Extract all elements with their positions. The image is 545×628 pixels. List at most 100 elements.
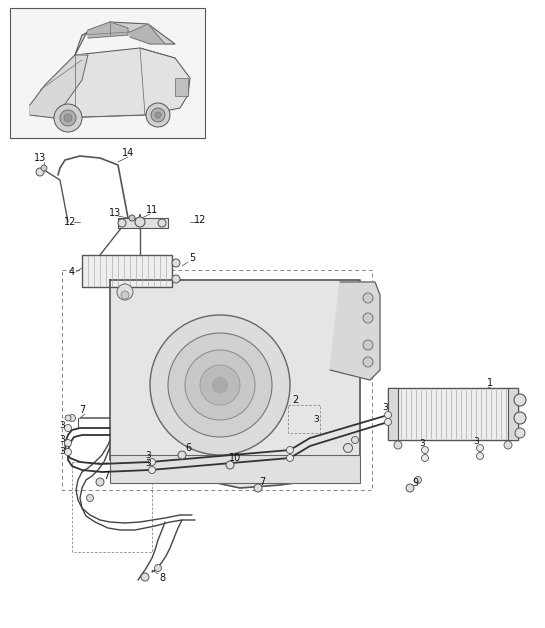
Circle shape <box>406 484 414 492</box>
Circle shape <box>64 448 71 455</box>
Circle shape <box>421 455 428 462</box>
Polygon shape <box>110 280 360 488</box>
Bar <box>288 405 320 433</box>
Text: 3: 3 <box>59 421 65 430</box>
Circle shape <box>172 259 180 267</box>
Text: 6: 6 <box>185 443 191 453</box>
Text: 11: 11 <box>146 205 158 215</box>
Circle shape <box>117 284 133 300</box>
Text: 3: 3 <box>145 452 151 460</box>
Text: 3: 3 <box>419 440 425 448</box>
Circle shape <box>363 340 373 350</box>
Polygon shape <box>30 48 190 118</box>
Polygon shape <box>75 22 175 55</box>
Circle shape <box>141 573 149 581</box>
Circle shape <box>148 467 155 474</box>
Circle shape <box>146 103 170 127</box>
Circle shape <box>504 441 512 449</box>
Circle shape <box>394 441 402 449</box>
Circle shape <box>65 415 71 421</box>
Circle shape <box>60 110 76 126</box>
Circle shape <box>415 477 421 484</box>
Circle shape <box>363 313 373 323</box>
Circle shape <box>69 414 76 421</box>
Text: 12: 12 <box>194 215 206 225</box>
Circle shape <box>421 447 428 453</box>
Text: 14: 14 <box>122 148 134 158</box>
Circle shape <box>121 291 129 299</box>
Bar <box>175 78 188 96</box>
Bar <box>82 255 172 287</box>
Polygon shape <box>88 22 128 38</box>
Circle shape <box>226 461 234 469</box>
Bar <box>118 218 168 228</box>
Circle shape <box>385 418 391 426</box>
Circle shape <box>185 350 255 420</box>
Circle shape <box>363 293 373 303</box>
Circle shape <box>514 412 526 424</box>
Text: 8: 8 <box>159 573 165 583</box>
Text: 7: 7 <box>259 477 265 487</box>
Circle shape <box>96 478 104 486</box>
Circle shape <box>514 394 526 406</box>
Text: 3: 3 <box>382 404 388 413</box>
Polygon shape <box>330 282 380 380</box>
Text: 1: 1 <box>487 378 493 388</box>
Bar <box>62 270 372 490</box>
Circle shape <box>118 219 126 227</box>
Circle shape <box>64 440 71 447</box>
Circle shape <box>385 411 391 418</box>
Circle shape <box>178 451 186 459</box>
Circle shape <box>135 217 145 227</box>
Bar <box>10 8 205 138</box>
Circle shape <box>64 114 72 122</box>
Circle shape <box>54 104 82 132</box>
Text: 4: 4 <box>69 267 75 277</box>
Text: 3: 3 <box>313 416 319 425</box>
Text: 3: 3 <box>59 448 65 457</box>
Text: 10: 10 <box>229 453 241 463</box>
Text: 7: 7 <box>79 405 85 415</box>
Text: 3: 3 <box>145 460 151 468</box>
Circle shape <box>41 165 47 171</box>
Circle shape <box>129 215 135 221</box>
Circle shape <box>343 443 353 453</box>
Circle shape <box>200 365 240 405</box>
Circle shape <box>87 494 94 502</box>
Bar <box>388 388 398 440</box>
Bar <box>508 388 518 440</box>
Circle shape <box>36 168 44 176</box>
Text: 12: 12 <box>64 217 76 227</box>
Text: 13: 13 <box>34 153 46 163</box>
Circle shape <box>172 275 180 283</box>
Circle shape <box>476 453 483 460</box>
Bar <box>72 462 152 552</box>
Circle shape <box>476 445 483 452</box>
Circle shape <box>352 436 359 443</box>
Polygon shape <box>30 55 88 118</box>
Circle shape <box>64 425 71 431</box>
Bar <box>388 388 518 440</box>
Circle shape <box>168 333 272 437</box>
Circle shape <box>154 565 161 571</box>
Circle shape <box>155 112 161 118</box>
Circle shape <box>363 357 373 367</box>
Text: 3: 3 <box>473 438 479 447</box>
Text: 2: 2 <box>292 395 298 405</box>
Circle shape <box>158 219 166 227</box>
Circle shape <box>254 484 262 492</box>
Circle shape <box>151 108 165 122</box>
Text: 3: 3 <box>59 435 65 445</box>
Circle shape <box>287 455 294 462</box>
Circle shape <box>150 315 290 455</box>
Text: 7: 7 <box>103 471 109 481</box>
Circle shape <box>212 377 228 393</box>
Circle shape <box>515 428 525 438</box>
Text: 5: 5 <box>189 253 195 263</box>
Polygon shape <box>130 24 165 44</box>
Text: 13: 13 <box>109 208 121 218</box>
Circle shape <box>287 447 294 453</box>
Text: 9: 9 <box>412 478 418 488</box>
Bar <box>110 455 360 483</box>
Circle shape <box>148 458 155 465</box>
